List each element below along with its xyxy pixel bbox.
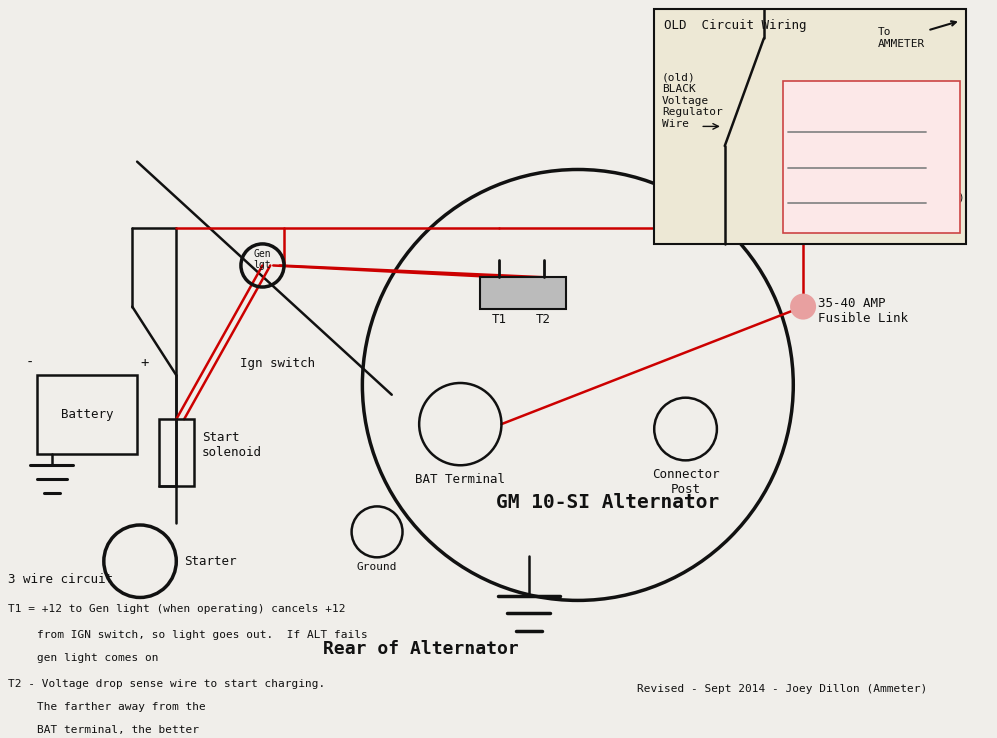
- Text: Battery: Battery: [61, 408, 114, 421]
- Text: (old)
BLACK
Voltage
Regulator
Wire: (old) BLACK Voltage Regulator Wire: [662, 72, 723, 129]
- Text: White-Red: White-Red: [790, 193, 845, 203]
- Text: T2: T2: [536, 314, 551, 326]
- Text: To
AMMETER: To AMMETER: [877, 21, 956, 49]
- Text: T1 = +12 to Gen light (when operating) cancels +12: T1 = +12 to Gen light (when operating) c…: [8, 604, 345, 614]
- Bar: [784, 81, 960, 233]
- Bar: [654, 9, 966, 244]
- Text: (ALT): (ALT): [927, 193, 965, 203]
- Text: 35-40 AMP
Fusible Link: 35-40 AMP Fusible Link: [818, 297, 908, 325]
- Text: T1: T1: [492, 314, 507, 326]
- Bar: [159, 419, 193, 486]
- Text: GM 10-SI Alternator: GM 10-SI Alternator: [496, 493, 719, 512]
- Text: The farther away from the: The farther away from the: [37, 703, 206, 712]
- Text: (IGN): (IGN): [927, 158, 959, 168]
- Text: 3 wire circuit: 3 wire circuit: [8, 573, 113, 586]
- Text: White-Black: White-Black: [790, 123, 858, 133]
- Text: BAT terminal, the better: BAT terminal, the better: [37, 725, 199, 735]
- Text: Revised - Sept 2014 - Joey Dillon (Ammeter): Revised - Sept 2014 - Joey Dillon (Ammet…: [637, 684, 927, 694]
- Text: +: +: [140, 356, 149, 370]
- Text: Rear of Alternator: Rear of Alternator: [323, 641, 519, 658]
- Text: Ign switch: Ign switch: [240, 357, 315, 370]
- Text: Connector
Post: Connector Post: [652, 468, 719, 496]
- Text: gen light comes on: gen light comes on: [37, 653, 159, 663]
- Text: Not Used/Old Circ.: Not Used/Old Circ.: [789, 87, 910, 97]
- Text: BAT Terminal: BAT Terminal: [416, 473, 505, 486]
- Text: Starter: Starter: [184, 555, 236, 568]
- Text: Gen
lgt: Gen lgt: [253, 249, 271, 270]
- Text: Ground: Ground: [357, 562, 398, 572]
- Text: (FLD): (FLD): [927, 123, 959, 133]
- Text: from IGN switch, so light goes out.  If ALT fails: from IGN switch, so light goes out. If A…: [37, 630, 368, 640]
- Bar: [480, 277, 566, 308]
- Circle shape: [792, 295, 815, 318]
- Text: Start
solenoid: Start solenoid: [201, 431, 262, 459]
- Text: T2 - Voltage drop sense wire to start charging.: T2 - Voltage drop sense wire to start ch…: [8, 679, 325, 689]
- Text: Yellow-Black: Yellow-Black: [790, 158, 864, 168]
- Text: OLD  Circuit Wiring: OLD Circuit Wiring: [664, 18, 807, 32]
- Bar: [37, 375, 138, 454]
- Text: -: -: [26, 356, 34, 370]
